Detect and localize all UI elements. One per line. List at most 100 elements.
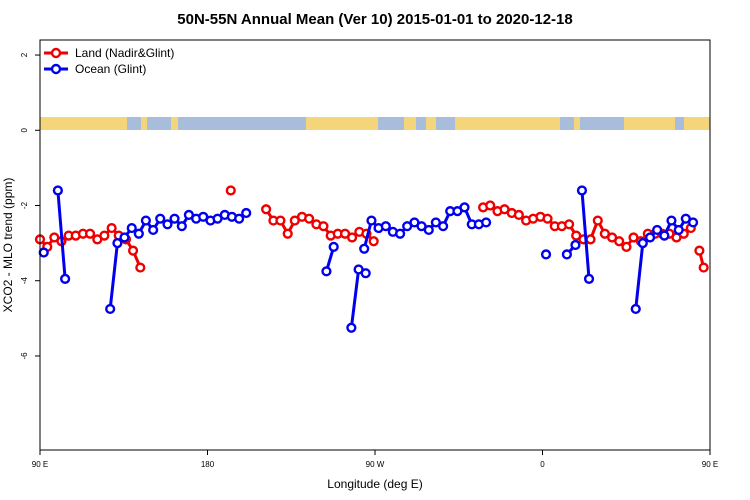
x-tick-label: 90 E bbox=[702, 460, 718, 469]
data-point bbox=[481, 217, 492, 228]
data-point bbox=[282, 228, 293, 239]
data-point bbox=[162, 219, 173, 230]
land-strip-segment bbox=[574, 117, 580, 130]
data-point bbox=[380, 221, 391, 232]
data-point bbox=[542, 213, 553, 224]
data-point bbox=[564, 219, 575, 230]
legend-label-ocean: Ocean (Glint) bbox=[75, 62, 146, 76]
data-point bbox=[459, 202, 470, 213]
y-tick-label: -2 bbox=[20, 201, 29, 209]
data-point bbox=[423, 224, 434, 236]
y-tick-label: 0 bbox=[20, 128, 29, 133]
data-point bbox=[60, 273, 71, 284]
land-strip-segment bbox=[426, 117, 436, 130]
data-point bbox=[225, 185, 236, 196]
y-tick-label: 2 bbox=[20, 52, 29, 57]
data-point bbox=[585, 234, 596, 245]
data-point bbox=[140, 215, 151, 226]
land-strip-segment bbox=[684, 117, 710, 130]
data-point bbox=[52, 185, 63, 196]
data-point bbox=[346, 322, 357, 333]
data-point bbox=[347, 232, 358, 243]
legend: Land (Nadir&Glint) Ocean (Glint) bbox=[44, 46, 174, 76]
data-point bbox=[234, 213, 245, 224]
series-land bbox=[34, 185, 709, 273]
x-tick-label: 0 bbox=[540, 460, 545, 469]
x-tick-label: 90 E bbox=[32, 460, 48, 469]
x-tick-label: 90 W bbox=[366, 460, 385, 469]
land-strip-segment bbox=[40, 117, 127, 130]
data-point bbox=[38, 247, 49, 258]
data-point bbox=[570, 239, 581, 251]
data-point bbox=[148, 224, 159, 236]
data-point bbox=[105, 303, 116, 315]
data-point bbox=[540, 249, 552, 260]
land-strip-segment bbox=[171, 117, 178, 130]
data-point bbox=[99, 230, 110, 241]
data-point bbox=[135, 262, 146, 273]
data-point bbox=[592, 215, 603, 226]
data-point bbox=[84, 228, 96, 239]
y-axis-label: XCO2 - MLO trend (ppm) bbox=[1, 178, 15, 313]
legend-marker-land bbox=[50, 47, 62, 59]
legend-label-land: Land (Nadir&Glint) bbox=[75, 46, 174, 60]
data-point bbox=[576, 185, 588, 196]
series-ocean bbox=[38, 185, 699, 333]
data-point bbox=[360, 268, 371, 279]
data-point bbox=[169, 213, 180, 224]
data-point bbox=[127, 245, 139, 256]
data-point bbox=[321, 266, 332, 277]
data-point bbox=[328, 241, 339, 252]
chart-title: 50N-55N Annual Mean (Ver 10) 2015-01-01 … bbox=[177, 11, 572, 28]
y-axis: 2 0 -2 -4 -6 bbox=[20, 52, 40, 360]
data-point bbox=[241, 207, 252, 219]
y-tick-label: -6 bbox=[20, 352, 29, 360]
data-point bbox=[368, 236, 379, 247]
land-strip-segment bbox=[455, 117, 560, 130]
data-point bbox=[485, 200, 496, 211]
data-point bbox=[659, 230, 670, 241]
x-axis-label: Longitude (deg E) bbox=[327, 477, 422, 491]
data-point bbox=[318, 221, 329, 232]
legend-item-ocean: Ocean (Glint) bbox=[44, 62, 146, 76]
x-tick-label: 180 bbox=[201, 460, 215, 469]
land-strip bbox=[40, 117, 710, 130]
data-point bbox=[561, 249, 572, 260]
land-ocean-strip bbox=[40, 117, 710, 130]
data-point bbox=[652, 224, 663, 236]
data-point bbox=[698, 262, 709, 273]
data-point bbox=[359, 243, 370, 254]
land-strip-segment bbox=[404, 117, 416, 130]
legend-item-land: Land (Nadir&Glint) bbox=[44, 46, 174, 60]
data-point bbox=[261, 204, 272, 215]
data-point bbox=[395, 228, 406, 239]
data-point bbox=[304, 213, 315, 224]
data-point bbox=[687, 217, 699, 228]
y-tick-label: -4 bbox=[20, 277, 29, 285]
data-point bbox=[513, 209, 524, 221]
data-point bbox=[666, 215, 677, 226]
legend-marker-ocean bbox=[50, 63, 62, 75]
data-point bbox=[621, 241, 632, 252]
data-point bbox=[644, 232, 656, 243]
data-point bbox=[106, 222, 117, 234]
land-strip-segment bbox=[624, 117, 675, 130]
data-point bbox=[630, 303, 641, 315]
data-point bbox=[694, 245, 705, 256]
data-point bbox=[673, 224, 684, 236]
land-strip-segment bbox=[306, 117, 378, 130]
data-point bbox=[583, 273, 595, 284]
data-point bbox=[438, 221, 449, 232]
series-layer bbox=[34, 185, 709, 333]
data-point bbox=[112, 238, 123, 249]
series-line bbox=[349, 267, 367, 328]
data-point bbox=[614, 236, 625, 247]
series-line bbox=[580, 190, 591, 279]
x-axis: 90 E 180 90 W 0 90 E bbox=[32, 450, 718, 469]
data-point bbox=[176, 221, 187, 232]
data-point bbox=[637, 238, 648, 249]
series-line bbox=[56, 190, 67, 279]
data-point bbox=[155, 213, 166, 224]
data-point bbox=[119, 232, 130, 243]
